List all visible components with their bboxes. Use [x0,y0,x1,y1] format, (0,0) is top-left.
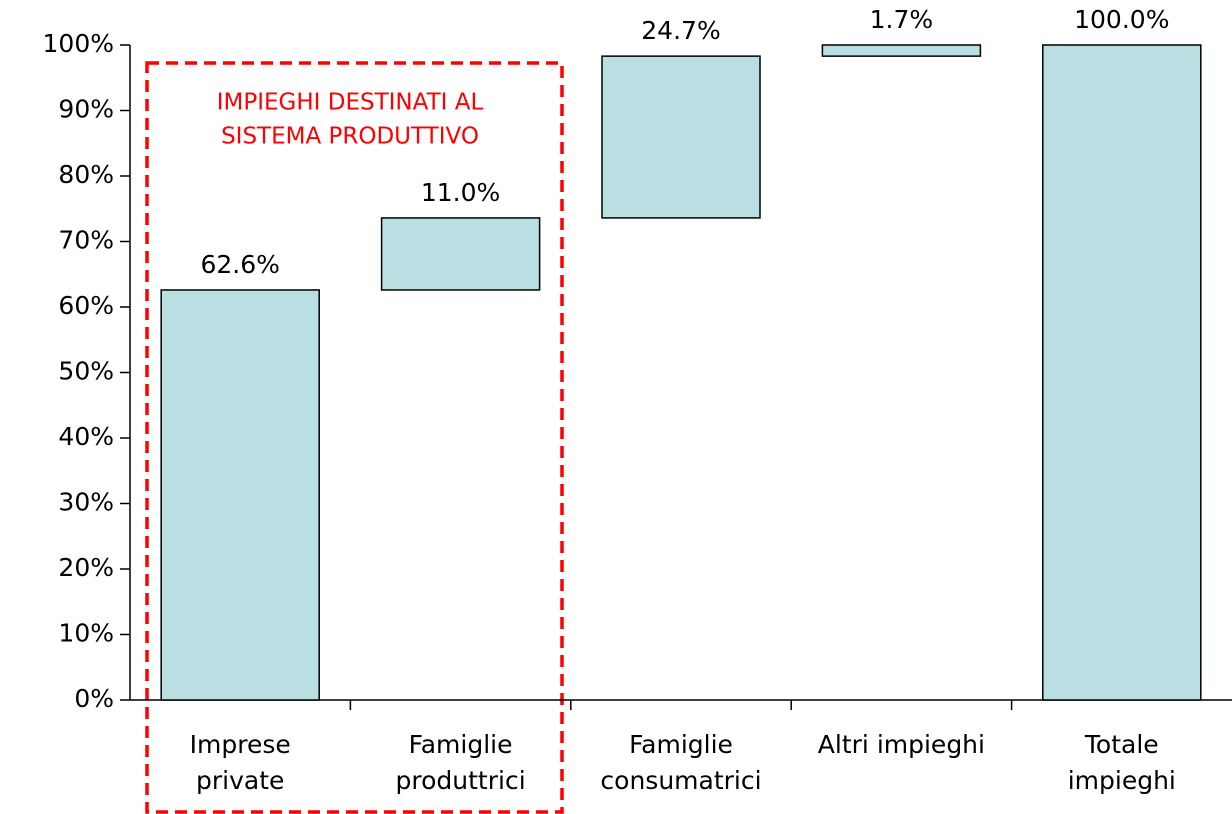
x-tick-label: produttrici [396,766,526,795]
x-tick-label: Altri impieghi [818,730,985,759]
y-tick-label: 50% [58,357,114,386]
value-label: 100.0% [1074,5,1169,34]
y-tick-label: 40% [58,422,114,451]
annotation-text: IMPIEGHI DESTINATI AL [217,90,484,116]
bar [601,55,761,219]
y-tick-label: 0% [74,684,114,713]
value-label: 11.0% [421,178,500,207]
x-tick-label: Imprese [190,730,291,759]
y-tick-label: 60% [58,291,114,320]
y-tick-label: 80% [58,160,114,189]
x-tick-label: consumatrici [600,766,761,795]
x-tick-label: Famiglie [409,730,513,759]
y-tick-label: 70% [58,226,114,255]
y-tick-label: 100% [43,29,114,58]
annotation-box [145,61,564,814]
bar [821,44,982,57]
x-tick-label: Totale [1084,730,1159,759]
bar [160,289,320,701]
value-label: 1.7% [870,5,934,34]
x-tick-label: private [196,766,284,795]
annotation-text: SISTEMA PRODUTTIVO [221,124,479,150]
x-tick-label: impieghi [1068,766,1176,795]
value-label: 24.7% [641,16,720,45]
bar [1042,44,1202,701]
x-tick-label: Famiglie [629,730,733,759]
y-tick-label: 10% [58,619,114,648]
y-tick-label: 90% [58,95,114,124]
bar [380,217,541,291]
y-tick-label: 30% [58,488,114,517]
value-label: 62.6% [200,250,279,279]
y-tick-label: 20% [58,553,114,582]
